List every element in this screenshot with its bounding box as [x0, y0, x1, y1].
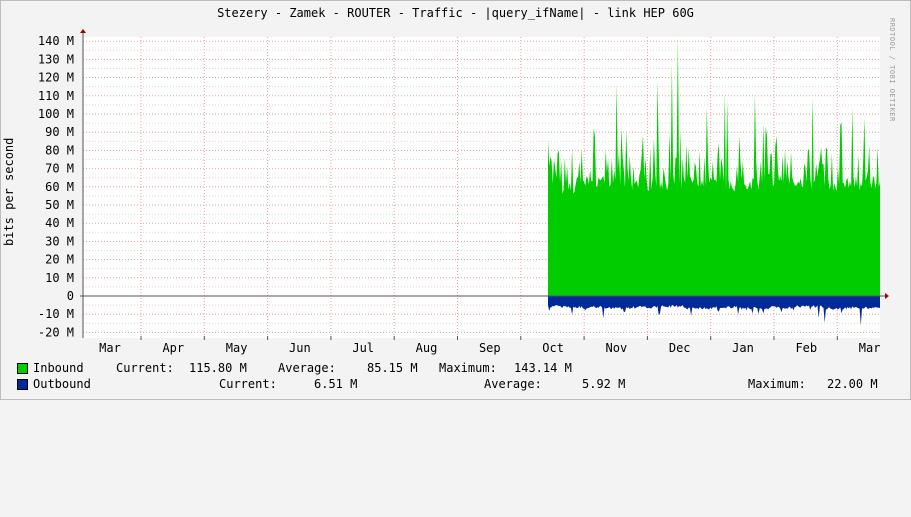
- x-tick-label: Dec: [669, 341, 691, 355]
- y-tick-label: 50 M: [45, 198, 74, 212]
- x-tick-label: Jan: [732, 341, 754, 355]
- outbound-maximum-value: 22.00 M: [827, 377, 878, 391]
- y-tick-label: 140 M: [38, 34, 74, 48]
- outbound-average-value: 5.92 M: [582, 377, 626, 391]
- inbound-average-value: 85.15 M: [367, 361, 418, 375]
- x-tick-label: Aug: [416, 341, 438, 355]
- inbound-current-label: Current:: [116, 361, 174, 375]
- y-tick-label: 80 M: [45, 143, 74, 157]
- traffic-chart: 140 M 130 M 120 M 110 M 100 M 90 M 80 M 70 M 60 …: [38, 29, 889, 355]
- legend: Inbound Current: 115.80 M Average: 85.15…: [0, 361, 911, 395]
- y-tick-label: 70 M: [45, 162, 74, 176]
- y-tick-label: 40 M: [45, 216, 74, 230]
- outbound-swatch: [17, 379, 28, 390]
- legend-outbound: Outbound Current: 6.51 M Average: 5.92 M…: [17, 377, 897, 392]
- y-tick-label: 10 M: [45, 271, 74, 285]
- x-tick-label: Oct: [542, 341, 564, 355]
- inbound-swatch: [17, 363, 28, 374]
- y-tick-label: 100 M: [38, 107, 74, 121]
- y-tick-label: 0: [67, 289, 74, 303]
- legend-inbound: Inbound Current: 115.80 M Average: 85.15…: [17, 361, 572, 376]
- outbound-name: Outbound: [33, 377, 91, 391]
- x-axis-arrow: [885, 293, 889, 299]
- x-tick-label: Mar: [99, 341, 121, 355]
- y-tick-label: 130 M: [38, 52, 74, 66]
- y-axis-arrow: [80, 29, 86, 33]
- y-tick-label: -20 M: [38, 325, 74, 339]
- outbound-current-value: 6.51 M: [314, 377, 358, 391]
- x-tick-label: Mar: [859, 341, 881, 355]
- x-tick-label: May: [226, 341, 248, 355]
- inbound-average-label: Average:: [278, 361, 336, 375]
- x-tick-label: Feb: [795, 341, 817, 355]
- inbound-current-value: 115.80 M: [189, 361, 247, 375]
- graph-title: Stezery - Zamek - ROUTER - Traffic - |qu…: [217, 6, 694, 20]
- y-tick-labels: 140 M 130 M 120 M 110 M 100 M 90 M 80 M 70 M 60 …: [38, 34, 74, 339]
- outbound-maximum-label: Maximum:: [748, 377, 806, 391]
- axes: [80, 29, 889, 340]
- inbound-name: Inbound: [33, 361, 84, 375]
- x-tick-labels: Mar Apr May Jun Jul Aug Sep Oct Nov Dec Jan Feb Mar: [99, 341, 880, 355]
- y-tick-label: 90 M: [45, 125, 74, 139]
- inbound-maximum-label: Maximum:: [439, 361, 497, 375]
- x-tick-label: Sep: [479, 341, 501, 355]
- y-tick-label: 30 M: [45, 234, 74, 248]
- outbound-current-label: Current:: [219, 377, 277, 391]
- x-tick-label: Jun: [289, 341, 311, 355]
- x-tick-label: Apr: [162, 341, 184, 355]
- x-tick-label: Nov: [606, 341, 628, 355]
- inbound-area: [548, 37, 880, 296]
- y-tick-label: 20 M: [45, 253, 74, 267]
- inbound-maximum-value: 143.14 M: [514, 361, 572, 375]
- y-tick-label: 120 M: [38, 71, 74, 85]
- outbound-area: [548, 296, 880, 326]
- y-tick-label: 110 M: [38, 89, 74, 103]
- outbound-average-label: Average:: [484, 377, 542, 391]
- y-tick-label: -10 M: [38, 307, 74, 321]
- x-tick-label: Jul: [352, 341, 374, 355]
- y-tick-label: 60 M: [45, 180, 74, 194]
